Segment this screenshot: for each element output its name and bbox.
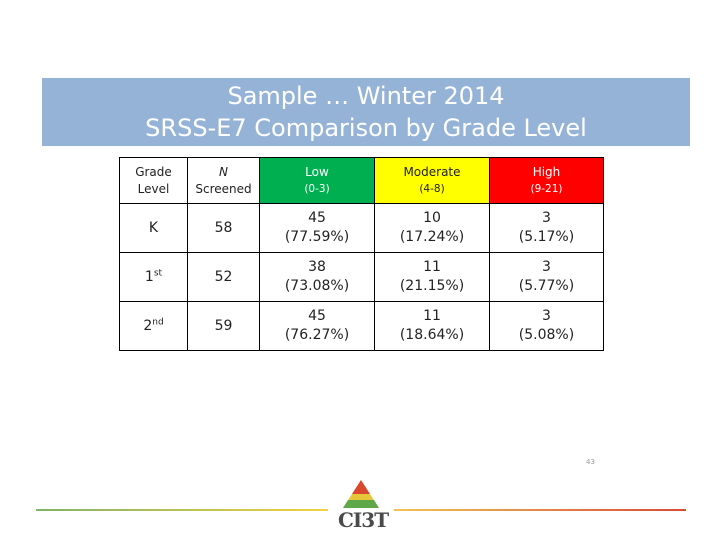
grade-text: 1 (144, 268, 154, 285)
high-cell: 3 (5.08%) (489, 301, 604, 351)
low-percent: (77.59%) (284, 229, 350, 245)
header-n-line1: N (219, 164, 228, 179)
grade-suffix: st (153, 267, 163, 278)
page-number: 43 (586, 458, 595, 466)
header-grade-line2: Level (137, 181, 170, 196)
header-high-line1: High (532, 164, 561, 179)
table-row: K 58 45 (77.59%) 10 (17.24%) 3 (5.17%) (119, 203, 604, 253)
comparison-table: Grade Level N Screened Low (0-3) Moderat… (119, 157, 604, 351)
header-grade-level: Grade Level (119, 157, 188, 204)
low-percent: (73.08%) (284, 278, 350, 294)
header-grade-line1: Grade (135, 164, 172, 179)
footer-rule-left (36, 509, 328, 511)
n-screened-cell: 58 (187, 203, 260, 253)
high-cell: 3 (5.17%) (489, 203, 604, 253)
moderate-percent: (17.24%) (399, 229, 465, 245)
low-percent: (76.27%) (284, 327, 350, 343)
header-low-line1: Low (305, 164, 329, 179)
low-count: 38 (308, 259, 326, 275)
ci3t-logo-icon (343, 480, 379, 508)
low-cell: 38 (73.08%) (259, 252, 375, 302)
slide-title: Sample … Winter 2014 SRSS-E7 Comparison … (42, 78, 690, 146)
grade-suffix: nd (152, 316, 164, 327)
moderate-count: 10 (423, 210, 441, 226)
table-row: 1st 52 38 (73.08%) 11 (21.15%) 3 (5.77%) (119, 252, 604, 302)
high-cell: 3 (5.77%) (489, 252, 604, 302)
grade-text: 2 (143, 317, 153, 334)
header-moderate-line1: Moderate (403, 164, 461, 179)
footer-rule-right (394, 509, 686, 511)
header-moderate-line2: (4-8) (419, 182, 445, 195)
moderate-count: 11 (423, 259, 441, 275)
n-screened-cell: 59 (187, 301, 260, 351)
header-n-screened: N Screened (187, 157, 260, 204)
moderate-cell: 11 (21.15%) (374, 252, 490, 302)
low-cell: 45 (77.59%) (259, 203, 375, 253)
header-moderate: Moderate (4-8) (374, 157, 490, 204)
high-percent: (5.08%) (518, 327, 575, 343)
moderate-percent: (18.64%) (399, 327, 465, 343)
header-high: High (9-21) (489, 157, 604, 204)
header-low-line2: (0-3) (304, 182, 330, 195)
header-high-line2: (9-21) (530, 182, 563, 195)
grade-cell: K (119, 203, 188, 253)
table-header-row: Grade Level N Screened Low (0-3) Moderat… (119, 157, 604, 204)
high-percent: (5.77%) (518, 278, 575, 294)
moderate-percent: (21.15%) (399, 278, 465, 294)
low-cell: 45 (76.27%) (259, 301, 375, 351)
low-count: 45 (308, 210, 326, 226)
grade-cell: 1st (119, 252, 188, 302)
grade-cell: 2nd (119, 301, 188, 351)
table-row: 2nd 59 45 (76.27%) 11 (18.64%) 3 (5.08%) (119, 301, 604, 351)
logo-text: CI3T (338, 508, 389, 532)
n-screened-cell: 52 (187, 252, 260, 302)
high-count: 3 (542, 210, 551, 226)
moderate-cell: 10 (17.24%) (374, 203, 490, 253)
high-count: 3 (542, 259, 551, 275)
low-count: 45 (308, 308, 326, 324)
moderate-cell: 11 (18.64%) (374, 301, 490, 351)
title-line-2: SRSS-E7 Comparison by Grade Level (145, 114, 587, 142)
moderate-count: 11 (423, 308, 441, 324)
title-line-1: Sample … Winter 2014 (227, 82, 505, 110)
high-count: 3 (542, 308, 551, 324)
header-low: Low (0-3) (259, 157, 375, 204)
high-percent: (5.17%) (518, 229, 575, 245)
grade-text: K (148, 219, 159, 236)
header-n-line2: Screened (195, 181, 252, 196)
